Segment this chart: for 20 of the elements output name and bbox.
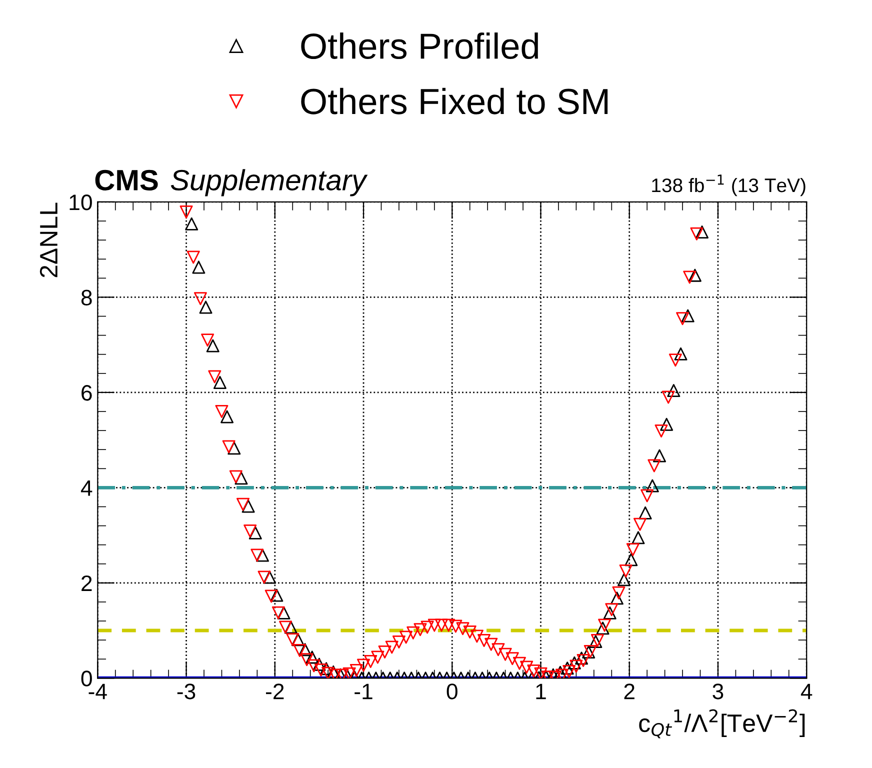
y-tick-label: 2 <box>82 575 92 591</box>
legend-label: Others Fixed to SM <box>301 88 608 114</box>
x-tick-label: -2 <box>266 684 284 700</box>
x-tick-label: 3 <box>712 684 724 700</box>
x-tick-label: -3 <box>177 684 196 700</box>
x-tick-label: 4 <box>800 684 812 700</box>
legend-label: Others Profiled <box>301 32 538 60</box>
x-tick-label: -1 <box>354 684 372 700</box>
x-tick-label: 2 <box>624 684 634 700</box>
text: 138 fb$^{−1}$ (13 TeV) <box>652 174 806 196</box>
x-axis-title: c$_{Qt}$$^{1}$/Λ$^{2}$[TeV$^{−2}$] <box>639 709 805 738</box>
y-tick-label: 10 <box>70 194 92 210</box>
x-tick-label: 0 <box>446 684 458 700</box>
y-tick-label: 8 <box>81 290 92 306</box>
chart-title: CMS <box>95 170 158 191</box>
y-tick-label: 6 <box>82 384 92 401</box>
y-tick-label: 4 <box>80 480 92 496</box>
y-axis-title: 2ΔNLL <box>40 202 58 278</box>
x-tick-label: 1 <box>536 684 546 700</box>
chart-subtitle: Supplementary <box>170 169 368 196</box>
